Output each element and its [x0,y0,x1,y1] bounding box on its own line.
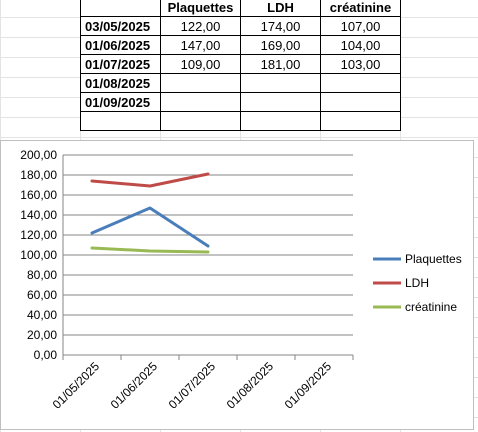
date-cell[interactable]: 01/07/2025 [80,54,161,74]
y-tick-label: 140,00 [20,208,57,222]
plaquettes-cell[interactable]: 122,00 [160,16,241,36]
x-tick-label: 01/07/2025 [166,359,219,412]
header-cell-ldh[interactable]: LDH [240,0,321,17]
header-cell-creatinine[interactable]: créatinine [320,0,401,17]
header-cell-plaquettes[interactable]: Plaquettes [160,0,241,17]
y-tick-label: 100,00 [20,248,57,262]
plaquettes-cell[interactable] [160,111,241,131]
date-cell[interactable]: 03/05/2025 [80,16,161,36]
y-tick-label: 200,00 [20,148,57,162]
legend-label: LDH [405,276,429,290]
y-tick-label: 0,00 [34,348,58,362]
date-cell[interactable] [80,111,161,131]
date-cell[interactable]: 01/06/2025 [80,35,161,55]
y-tick-label: 180,00 [20,168,57,182]
creatinine-cell[interactable] [320,92,401,112]
table-row: 03/05/2025 122,00 174,00 107,00 [80,16,401,36]
legend-label: Plaquettes [405,252,462,266]
ldh-cell[interactable] [240,111,321,131]
plaquettes-cell[interactable] [160,73,241,93]
table-row [80,111,401,131]
plaquettes-cell[interactable]: 147,00 [160,35,241,55]
x-tick-label: 01/06/2025 [108,359,161,412]
table-row: 01/08/2025 [80,73,401,93]
creatinine-cell[interactable]: 103,00 [320,54,401,74]
date-cell[interactable]: 01/08/2025 [80,73,161,93]
table-row: 01/06/2025 147,00 169,00 104,00 [80,35,401,55]
y-tick-label: 60,00 [27,288,57,302]
header-cell-empty[interactable] [80,0,161,17]
ldh-cell[interactable]: 174,00 [240,16,321,36]
y-tick-label: 20,00 [27,328,57,342]
ldh-cell[interactable]: 181,00 [240,54,321,74]
table-row: 01/09/2025 [80,92,401,112]
table-row: 01/07/2025 109,00 181,00 103,00 [80,54,401,74]
series-line-ldh [90,172,210,188]
y-tick-label: 160,00 [20,188,57,202]
data-table: Plaquettes LDH créatinine 03/05/2025 122… [80,0,401,131]
ldh-cell[interactable] [240,92,321,112]
y-tick-label: 80,00 [27,268,57,282]
ldh-cell[interactable] [240,73,321,93]
creatinine-cell[interactable]: 104,00 [320,35,401,55]
creatinine-cell[interactable] [320,111,401,131]
series-line-créatinine [90,246,210,254]
legend-label: créatinine [405,300,457,314]
x-tick-label: 01/05/2025 [50,359,103,412]
line-chart[interactable]: 0,00 20,00 40,00 60,00 80,00 100,00 120,00 140,… [0,140,474,430]
date-cell[interactable]: 01/09/2025 [80,92,161,112]
table-header-row: Plaquettes LDH créatinine [80,0,401,17]
creatinine-cell[interactable] [320,73,401,93]
plaquettes-cell[interactable]: 109,00 [160,54,241,74]
chart-canvas: 0,00 20,00 40,00 60,00 80,00 100,00 120,00 140,… [20,148,462,412]
ldh-cell[interactable]: 169,00 [240,35,321,55]
y-tick-label: 120,00 [20,228,57,242]
x-tick-label: 01/09/2025 [282,359,335,412]
creatinine-cell[interactable]: 107,00 [320,16,401,36]
plaquettes-cell[interactable] [160,92,241,112]
series-line-plaquettes [90,206,210,248]
y-tick-label: 40,00 [27,308,57,322]
x-tick-label: 01/08/2025 [224,359,277,412]
